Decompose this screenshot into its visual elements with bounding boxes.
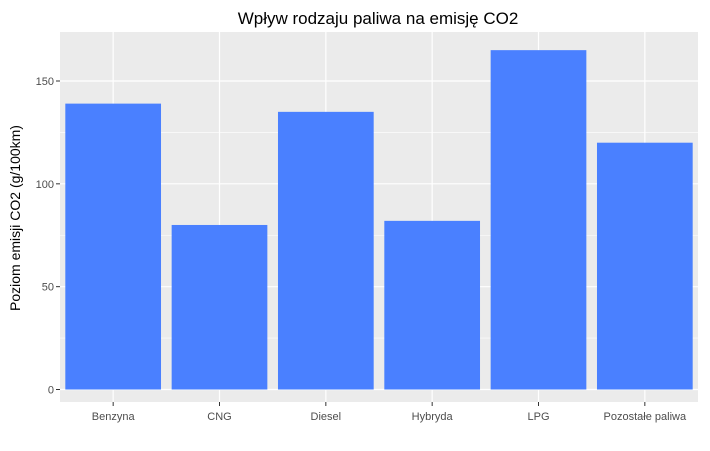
bar-cng [171,224,268,390]
x-tick-label: Pozostałe paliwa [604,411,687,423]
x-tick-label: LPG [527,411,549,423]
y-axis-ticks: 0 50 100 150 [36,76,60,397]
y-tick-label: 150 [36,76,54,88]
x-tick-label: Benzyna [92,411,136,423]
bars [65,50,693,390]
bar-hybryda [384,220,481,390]
bar-diesel [277,111,374,390]
y-tick-label: 50 [42,282,54,294]
bar-lpg [490,50,587,390]
y-tick-label: 0 [48,385,54,397]
y-axis-label: Poziom emisji CO2 (g/100km) [7,125,23,311]
bar-pozostałe-paliwa [596,142,693,390]
plot-panel [60,32,698,402]
y-tick-label: 100 [36,179,54,191]
x-tick-label: Diesel [311,411,342,423]
chart-title: Wpływ rodzaju paliwa na emisję CO2 [238,9,519,28]
x-axis-ticks: Benzyna CNG Diesel Hybryda LPG Pozostałe pali… [92,402,687,423]
x-tick-label: CNG [207,411,231,423]
bar-benzyna [65,103,162,390]
x-tick-label: Hybryda [412,411,454,423]
